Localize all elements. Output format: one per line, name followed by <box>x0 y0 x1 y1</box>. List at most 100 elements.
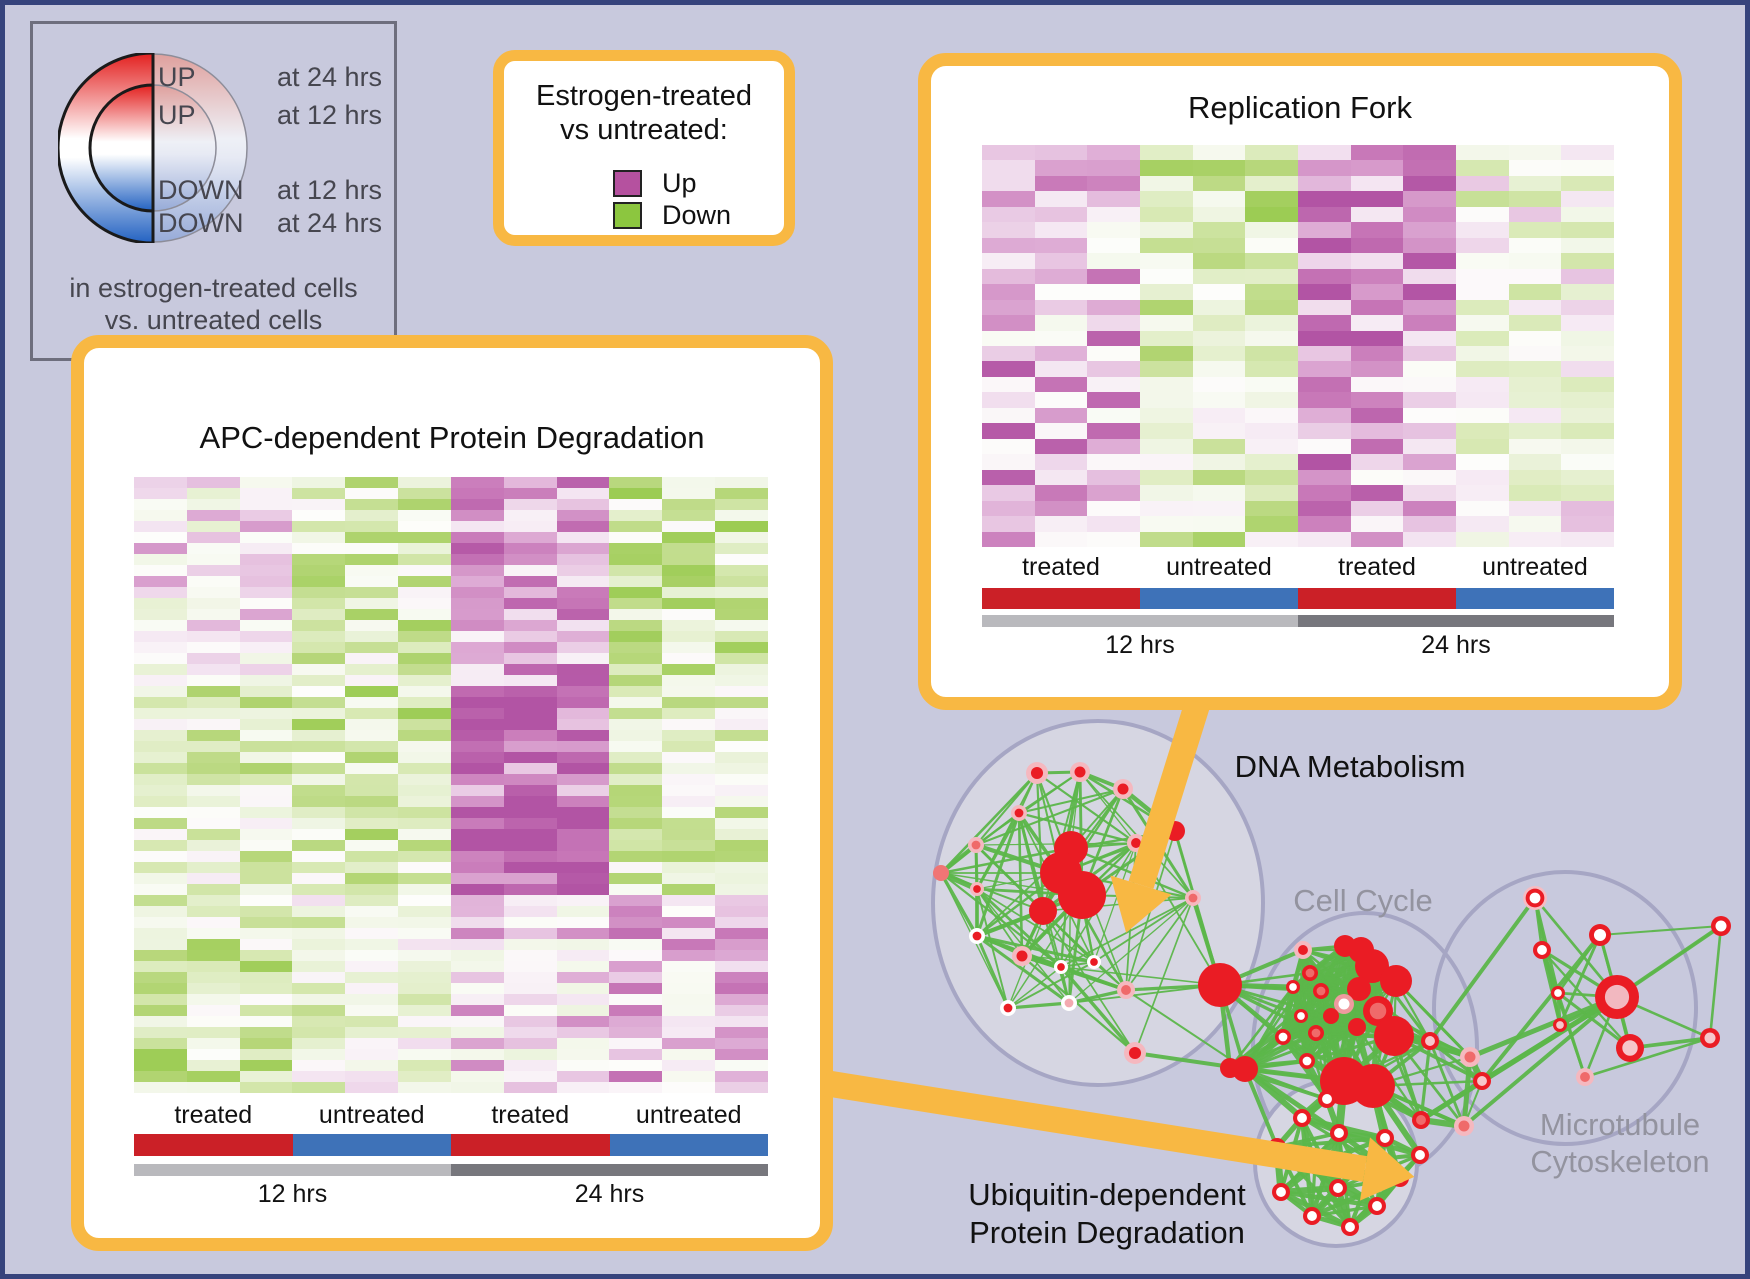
heatmap-cell <box>1140 454 1193 470</box>
heatmap-cell <box>186 1027 240 1038</box>
timepoint-bar-segment <box>1298 615 1614 627</box>
heatmap-cell <box>715 785 768 796</box>
heatmap-cell <box>239 488 293 499</box>
heatmap-cell <box>345 554 399 565</box>
heatmap-cell <box>1298 376 1351 393</box>
network-node[interactable] <box>1348 937 1374 963</box>
network-node[interactable] <box>1380 965 1412 997</box>
heatmap-cell <box>450 477 504 488</box>
network-node[interactable] <box>1347 977 1371 1001</box>
heatmap-cell <box>134 785 187 796</box>
heatmap-cell <box>1561 423 1614 439</box>
heatmap-cell <box>239 829 293 840</box>
network-node[interactable] <box>1058 871 1106 919</box>
heatmap-cell <box>186 664 240 675</box>
heatmap-cell <box>239 796 293 807</box>
heatmap-cell <box>186 752 240 763</box>
heatmap-cell <box>715 488 768 499</box>
heatmap-cell <box>1087 423 1140 439</box>
heatmap-cell <box>503 928 557 939</box>
heatmap-cell <box>1245 423 1298 439</box>
heatmap-cell <box>1298 315 1351 331</box>
network-node[interactable] <box>1198 963 1242 1007</box>
heatmap-cell <box>503 1082 557 1093</box>
heatmap-cell <box>1456 160 1509 176</box>
heatmap-cell <box>1403 284 1456 300</box>
heatmap-cell <box>556 796 610 807</box>
heatmap-cell <box>503 1060 557 1071</box>
heatmap-cell <box>134 818 187 829</box>
heatmap-cell <box>239 1071 293 1082</box>
network-node[interactable] <box>1220 1058 1240 1078</box>
heatmap-cell <box>345 972 399 983</box>
heatmap-cell <box>715 708 768 719</box>
heatmap-cell <box>1140 330 1193 346</box>
network-node[interactable] <box>1374 1016 1414 1056</box>
heatmap-cell <box>134 939 187 950</box>
network-node[interactable] <box>933 865 949 881</box>
heatmap-cell <box>715 840 768 851</box>
heatmap-cell <box>450 818 504 829</box>
heatmap-cell <box>398 499 451 510</box>
network-node-core <box>1425 1036 1435 1046</box>
heatmap-cell <box>503 543 557 554</box>
heatmap-cell <box>1561 330 1614 346</box>
legend-title: Estrogen-treated <box>535 80 752 112</box>
heatmap-cell <box>1192 206 1246 223</box>
heatmap-cell <box>239 785 293 796</box>
heatmap-cell <box>134 1049 187 1060</box>
heatmap-cell <box>1087 315 1140 331</box>
heatmap-cell <box>398 631 451 642</box>
heatmap-cell <box>292 532 346 543</box>
heatmap-cell <box>1403 315 1456 331</box>
heatmap-cell <box>239 576 293 587</box>
heatmap-cell <box>662 543 716 554</box>
network-node[interactable] <box>1348 1018 1366 1036</box>
heatmap-cell <box>1034 237 1088 254</box>
network-edge <box>1007 961 1095 1009</box>
network-node-core <box>1064 998 1074 1008</box>
heatmap-cell <box>1350 376 1404 393</box>
heatmap-cell <box>1350 469 1404 486</box>
network-node-core <box>1003 1003 1013 1013</box>
heatmap-cell <box>715 763 768 774</box>
heatmap-cell <box>450 510 504 521</box>
network-node-core <box>1622 1040 1638 1056</box>
heatmap-cell <box>398 1049 451 1060</box>
heatmap-cell <box>715 774 768 785</box>
condition-bar-segment <box>134 1134 293 1156</box>
heatmap-cell <box>345 851 399 862</box>
heatmap-cell <box>715 873 768 884</box>
microtubule-label-2: Cytoskeleton <box>1530 1144 1709 1179</box>
heatmap-cell <box>292 730 346 741</box>
heatmap-cell <box>982 284 1035 300</box>
dna-metabolism-label: DNA Metabolism <box>1235 749 1466 784</box>
heatmap-cell <box>292 818 346 829</box>
heatmap-cell <box>503 664 557 675</box>
heatmap-cell <box>398 653 451 664</box>
heatmap-cell <box>609 609 663 620</box>
heatmap-cell <box>1403 222 1456 238</box>
heatmap-cell <box>1561 454 1614 470</box>
network-node[interactable] <box>1351 1064 1395 1108</box>
heatmap-cell <box>1456 454 1509 470</box>
network-node[interactable] <box>1323 1008 1339 1024</box>
network-node[interactable] <box>1029 897 1057 925</box>
heatmap-cell <box>1403 175 1456 192</box>
network-node-core <box>1580 1072 1590 1082</box>
network-node[interactable] <box>1232 1056 1258 1082</box>
ring-row-time: at 24 hrs <box>277 62 383 92</box>
heatmap-cell <box>398 829 451 840</box>
heatmap-cell <box>1140 160 1193 176</box>
timepoint-labels: 12 hrs 24 hrs <box>134 1180 768 1209</box>
heatmap-cell <box>1403 253 1456 269</box>
heatmap-cell <box>1245 454 1298 470</box>
heatmap-cell <box>1140 253 1193 269</box>
heatmap-cell <box>609 774 663 785</box>
heatmap-cell <box>292 521 346 532</box>
heatmap-cell <box>662 752 716 763</box>
condition-color-bar <box>982 588 1614 609</box>
network-node-core <box>1278 1032 1288 1042</box>
heatmap-cell <box>609 961 663 972</box>
heatmap-cell <box>292 620 346 631</box>
